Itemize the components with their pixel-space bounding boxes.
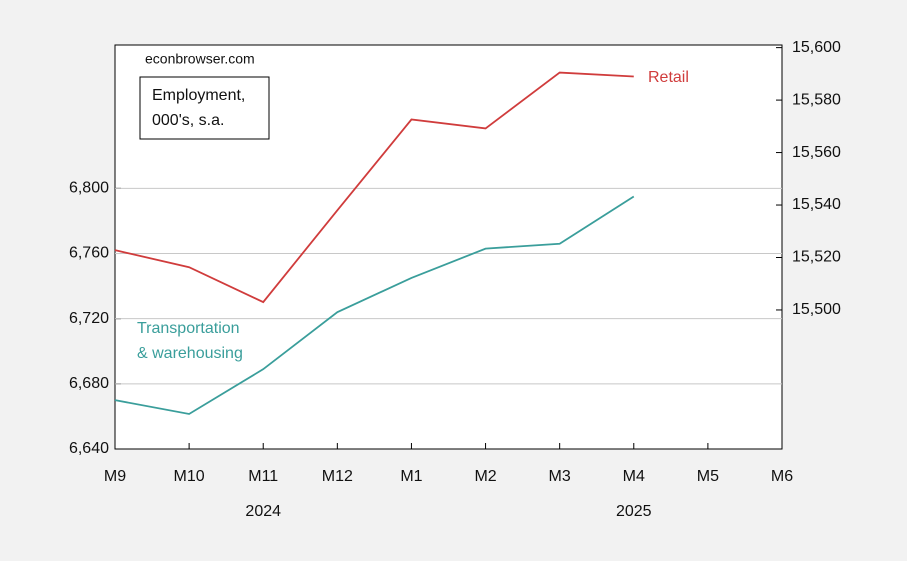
y2-tick-label: 15,520 [792,249,841,266]
series-label: Transportation & warehousing [137,320,243,362]
x-tick-label: M6 [771,468,793,485]
x-tick-label: M1 [400,468,422,485]
x-tick-label: M11 [248,468,278,485]
x-tick-label: M12 [322,468,353,485]
y-tick-label: 6,640 [69,440,109,457]
y2-tick-label: 15,500 [792,301,841,318]
y-tick-label: 6,680 [69,375,109,392]
x-tick-label: M2 [474,468,496,485]
source: econbrowser.com [145,51,255,67]
note-box [139,76,270,140]
y-tick-label: 6,760 [69,245,109,262]
x-tick-label: M9 [104,468,126,485]
y2-tick-label: 15,540 [792,196,841,213]
note-text: Employment, [152,87,245,104]
y2-tick-label: 15,600 [792,39,841,56]
y2-tick-label: 15,580 [792,91,841,108]
note-text: 000's, s.a. [152,112,224,129]
y-tick-label: 6,800 [69,180,109,197]
y-tick-label: 6,720 [69,310,109,327]
x-tick-label: M4 [623,468,645,485]
series-label: Retail [648,69,689,86]
x-tick-label: M3 [549,468,571,485]
x-tick-label: M10 [174,468,205,485]
series-line [114,195,635,415]
year-label: 2025 [616,503,652,520]
y2-tick-label: 15,560 [792,144,841,161]
year-label: 2024 [245,503,281,520]
x-tick-label: M5 [697,468,719,485]
series-line [114,71,634,304]
